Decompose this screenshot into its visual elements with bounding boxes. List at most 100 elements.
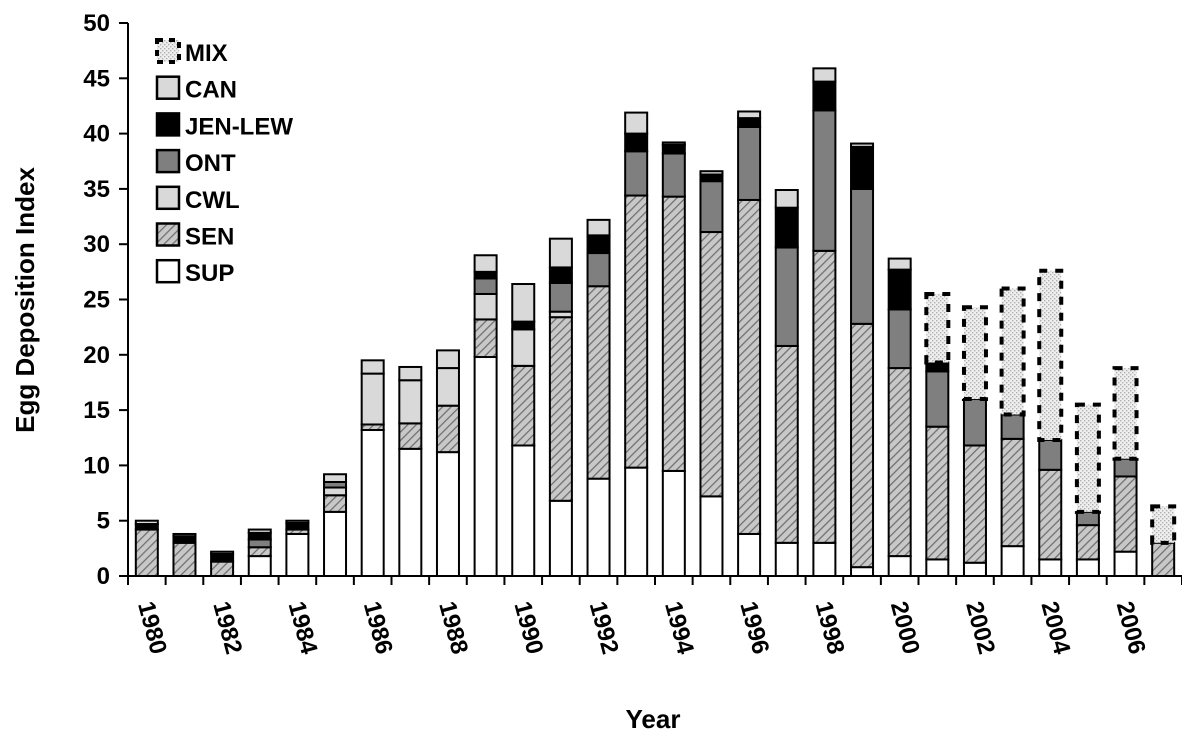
bar-outline-mix-2001	[924, 291, 951, 365]
x-tick-label-1988: 1988	[433, 599, 473, 658]
bar-sup-2005	[1075, 558, 1100, 577]
bar-sup-1988	[435, 451, 460, 577]
bar-ont-1999	[850, 187, 875, 325]
legend-item-can: CAN	[155, 75, 237, 104]
bar-sup-2004	[1038, 558, 1063, 577]
bar-sen-1997	[774, 344, 799, 544]
bar-ont-1983	[247, 538, 272, 549]
bar-sen-1995	[699, 231, 724, 498]
bar-cwl-1989	[473, 292, 498, 321]
bar-jen-lew-1992	[586, 234, 611, 255]
bar-jen-lew-1991	[548, 266, 573, 284]
x-axis-title: Year	[626, 704, 681, 734]
bar-cwl-1990	[511, 328, 536, 367]
bar-jen-lew-1998	[812, 80, 837, 112]
bar-sup-1990	[511, 444, 536, 577]
bar-ont-2000	[887, 308, 912, 370]
bar-sen-1992	[586, 285, 611, 480]
y-tick-label: 10	[83, 452, 110, 479]
bar-jen-lew-1994	[661, 143, 686, 155]
bar-sup-1996	[737, 532, 762, 577]
bar-cwl-1988	[435, 367, 460, 407]
bar-sup-1987	[398, 447, 423, 577]
bar-sen-2004	[1038, 468, 1063, 561]
legend-item-sup: SUP	[155, 258, 234, 287]
legend: MIX CAN JEN-LEW ONT CWL SEN SUP	[155, 38, 293, 287]
y-tick-label: 40	[83, 121, 110, 148]
legend-swatch-outline-mix	[155, 38, 181, 64]
bar-can-1981	[172, 532, 197, 538]
legend-swatch-ont	[155, 148, 181, 174]
legend-swatch-jen-lew	[155, 112, 181, 137]
bar-can-1990	[511, 283, 536, 323]
bar-sen-1996	[737, 198, 762, 535]
legend-item-sen: SEN	[155, 222, 234, 251]
bar-can-1993	[624, 111, 649, 135]
bar-ont-1989	[473, 277, 498, 295]
bar-sen-1994	[661, 195, 686, 472]
bar-sen-1988	[435, 404, 460, 454]
bar-outline-mix-2006	[1112, 366, 1139, 461]
plot-area: 0 5 10 15 20 25 30 35 40 45 50 1980 1982 1984 1986 1988…	[83, 10, 1182, 658]
bar-ont-2003	[1000, 413, 1025, 440]
x-tick-label-1980: 1980	[132, 599, 172, 658]
bar-ont-2004	[1038, 438, 1063, 471]
bar-ont-2001	[925, 370, 950, 428]
bar-sup-1985	[323, 510, 348, 577]
bar-can-1997	[774, 189, 799, 209]
bar-sen-1990	[511, 364, 536, 447]
bar-sen-2000	[887, 367, 912, 558]
bar-sen-1982	[210, 560, 235, 578]
bar-sup-2002	[962, 561, 987, 578]
bar-ont-1996	[737, 125, 762, 201]
bar-ont-1994	[661, 152, 686, 198]
bar-ont-1997	[774, 246, 799, 347]
bar-can-1988	[435, 349, 460, 370]
x-tick-label-2004: 2004	[1035, 599, 1075, 658]
x-tick-label-1998: 1998	[810, 599, 850, 658]
legend-swatch-mix	[157, 40, 179, 62]
legend-item-mix: MIX	[155, 38, 228, 67]
y-tick-label: 5	[97, 508, 110, 535]
bar-can-1980	[134, 519, 159, 526]
x-tick-label-2002: 2002	[960, 599, 1000, 658]
y-axis-title: Egg Deposition Index	[10, 167, 40, 433]
bar-sen-1991	[548, 316, 573, 502]
bar-can-1991	[548, 237, 573, 269]
y-tick-label: 20	[83, 342, 110, 369]
bar-can-1994	[661, 141, 686, 146]
bar-can-1998	[812, 67, 837, 83]
bar-ont-1993	[624, 150, 649, 197]
bar-sen-1980	[134, 528, 159, 577]
x-tick-label-1982: 1982	[207, 599, 247, 658]
bar-sup-1998	[812, 541, 837, 578]
bar-sen-1985	[323, 494, 348, 513]
y-tick-label: 30	[83, 231, 110, 258]
bar-mix-2003	[1001, 288, 1024, 415]
y-tick-label: 0	[97, 563, 110, 590]
x-tick-label-1992: 1992	[584, 599, 624, 658]
bar-outline-mix-2002	[961, 305, 988, 402]
legend-swatch-sup	[155, 258, 181, 284]
y-tick-label: 15	[83, 397, 110, 424]
bar-sup-1984	[285, 532, 310, 577]
bar-sen-2002	[962, 444, 987, 564]
y-tick-label: 50	[83, 10, 110, 37]
x-tick-label-2006: 2006	[1111, 599, 1151, 658]
y-tick-label: 35	[83, 176, 110, 203]
x-tick-label-1990: 1990	[508, 599, 548, 658]
bar-ont-1998	[812, 109, 837, 252]
x-tick-label-2000: 2000	[885, 599, 925, 658]
bar-sup-1994	[661, 469, 686, 577]
bar-mix-2005	[1076, 404, 1099, 512]
bar-sen-2001	[925, 425, 950, 561]
bar-mix-2004	[1039, 270, 1062, 440]
bar-sup-1986	[360, 429, 385, 577]
bar-can-1989	[473, 254, 498, 273]
bar-sen-2005	[1075, 524, 1100, 561]
bar-jen-lew-1997	[774, 206, 799, 249]
x-tick-label-1984: 1984	[283, 599, 323, 658]
bar-jen-lew-1996	[737, 117, 762, 128]
y-tick-label: 25	[83, 287, 110, 314]
